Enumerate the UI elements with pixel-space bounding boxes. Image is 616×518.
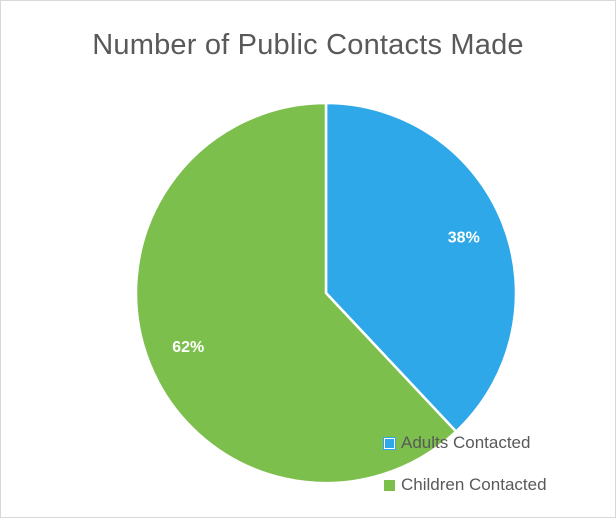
legend-swatch-children — [384, 480, 395, 491]
legend-label-children: Children Contacted — [401, 475, 547, 495]
legend-item-adults: Adults Contacted — [384, 431, 547, 455]
legend-label-adults: Adults Contacted — [401, 433, 530, 453]
legend: Adults Contacted Children Contacted — [384, 431, 547, 515]
data-label-children: 62% — [172, 339, 204, 356]
legend-swatch-adults — [384, 438, 395, 449]
legend-item-children: Children Contacted — [384, 473, 547, 497]
data-label-adults: 38% — [448, 230, 480, 247]
